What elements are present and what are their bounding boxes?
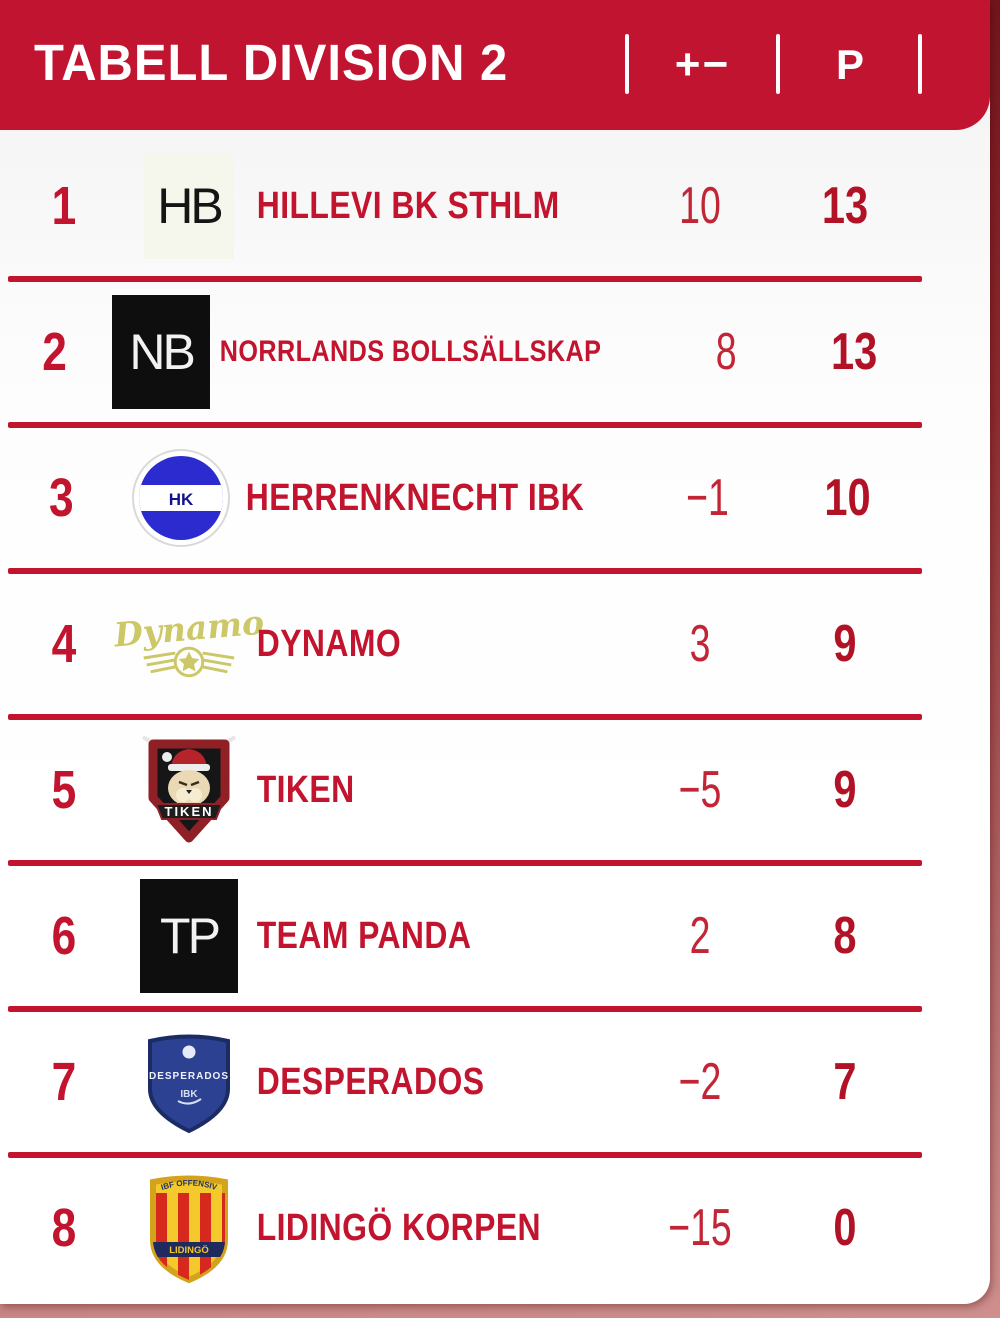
table-row: 3 HK HERRENKNECHT IBK −1 10	[0, 428, 990, 568]
points-value: 7	[833, 1053, 857, 1111]
desperados-logo-icon: DESPERADOS IBK	[148, 1034, 230, 1134]
standings-rows: 1 HB HILLEVI BK STHLM 10 13 2 NB NORRLAN…	[0, 130, 990, 1298]
team-name: NORRLANDS BOLLSÄLLSKAP	[219, 335, 602, 368]
rank-number: 1	[51, 176, 77, 236]
row-divider	[8, 276, 922, 282]
team-logo-cell: TIKEN	[128, 734, 250, 846]
rank-number: 2	[42, 322, 67, 382]
table-row: 7 DESPERADOS IBK DESPERADOS −2 7	[0, 1012, 990, 1152]
plusminus-value: 10	[679, 177, 721, 235]
plusminus-value: 3	[689, 615, 711, 673]
team-logo-cell: HB	[128, 153, 250, 259]
team-logo-cell: DESPERADOS IBK	[128, 1029, 250, 1135]
logo-monogram: NB	[129, 324, 195, 380]
table-row: 4 Dynamo DYNAMO 3 9	[0, 574, 990, 714]
points-value: 8	[833, 907, 857, 965]
dynamo-wings-star-icon	[143, 646, 235, 677]
points-value: 13	[821, 177, 869, 235]
row-divider	[8, 1152, 922, 1158]
header-separator	[625, 34, 629, 94]
table-row: 5 TIKEN TIKEN	[0, 720, 990, 860]
plusminus-value: −2	[678, 1053, 722, 1111]
tiken-logo-icon: TIKEN	[141, 735, 237, 843]
dynamo-logo-icon: Dynamo	[113, 602, 265, 680]
rank-number: 7	[51, 1052, 77, 1112]
logo-monogram: TP	[160, 908, 221, 964]
column-header-points: P	[835, 41, 864, 88]
points-value: 0	[833, 1199, 857, 1257]
table-header: TABELL DIVISION 2 +− P	[0, 0, 990, 130]
points-value: 9	[833, 615, 857, 673]
team-logo-cell: HK	[123, 448, 240, 548]
standings-card: TABELL DIVISION 2 +− P 1 HB HILLEVI BK S…	[0, 0, 990, 1304]
row-divider	[8, 714, 922, 720]
points-value: 13	[830, 323, 877, 381]
team-name: TIKEN	[256, 768, 355, 811]
rank-number: 4	[51, 614, 77, 674]
svg-text:IBF OFFENSIV: IBF OFFENSIV	[160, 1178, 219, 1192]
rank-number: 6	[51, 906, 77, 966]
row-divider	[8, 1006, 922, 1012]
logo-band-text: LIDINGÖ	[169, 1245, 209, 1256]
herrenknecht-logo-icon: HK	[131, 449, 230, 547]
table-row: 2 NB NORRLANDS BOLLSÄLLSKAP 8 13	[0, 282, 990, 422]
row-divider	[8, 422, 922, 428]
team-name: TEAM PANDA	[256, 914, 472, 957]
rank-number: 3	[48, 468, 74, 528]
rank-number: 5	[51, 760, 77, 820]
logo-subtext: IBK	[180, 1089, 198, 1100]
lidingo-korpen-logo-icon: IBF OFFENSIV LIDINGÖ	[150, 1175, 228, 1284]
header-separator	[918, 34, 922, 94]
table-row: 6 TP TEAM PANDA 2 8	[0, 866, 990, 1006]
table-row: 8 IBF OFFENSIV LIDIN	[0, 1158, 990, 1298]
plusminus-value: 2	[689, 907, 711, 965]
header-separator	[776, 34, 780, 94]
table-row: 1 HB HILLEVI BK STHLM 10 13	[0, 136, 990, 276]
rank-number: 8	[51, 1198, 77, 1258]
plusminus-value: −5	[678, 761, 722, 819]
plusminus-value: −15	[668, 1199, 732, 1257]
logo-monogram: HB	[157, 178, 223, 234]
logo-banner-text: TIKEN	[165, 804, 214, 819]
team-panda-logo-icon: TP	[140, 879, 238, 993]
logo-monogram: HK	[169, 490, 194, 509]
team-logo-cell: Dynamo	[113, 602, 265, 680]
plusminus-value: −1	[686, 469, 729, 527]
row-divider	[8, 568, 922, 574]
logo-arc-text: DESPERADOS	[149, 1071, 229, 1082]
page-title: TABELL DIVISION 2	[34, 34, 509, 92]
team-name: LIDINGÖ KORPEN	[256, 1206, 542, 1249]
team-name: DESPERADOS	[256, 1060, 485, 1103]
team-name: HERRENKNECHT IBK	[246, 476, 585, 519]
points-value: 10	[824, 469, 871, 527]
points-value: 9	[833, 761, 857, 819]
team-logo-cell: TP	[128, 879, 250, 993]
team-name: HILLEVI BK STHLM	[256, 184, 560, 227]
team-logo-cell: IBF OFFENSIV LIDINGÖ	[128, 1168, 250, 1288]
column-header-plusminus: +−	[674, 40, 731, 89]
logo-arc-text: IBF OFFENSIV	[160, 1178, 219, 1192]
plusminus-value: 8	[716, 323, 737, 381]
row-divider	[8, 860, 922, 866]
hillevi-logo-icon: HB	[144, 153, 234, 259]
team-name: DYNAMO	[256, 622, 402, 665]
norrlands-logo-icon: NB	[112, 295, 211, 409]
team-logo-cell: NB	[109, 295, 213, 409]
